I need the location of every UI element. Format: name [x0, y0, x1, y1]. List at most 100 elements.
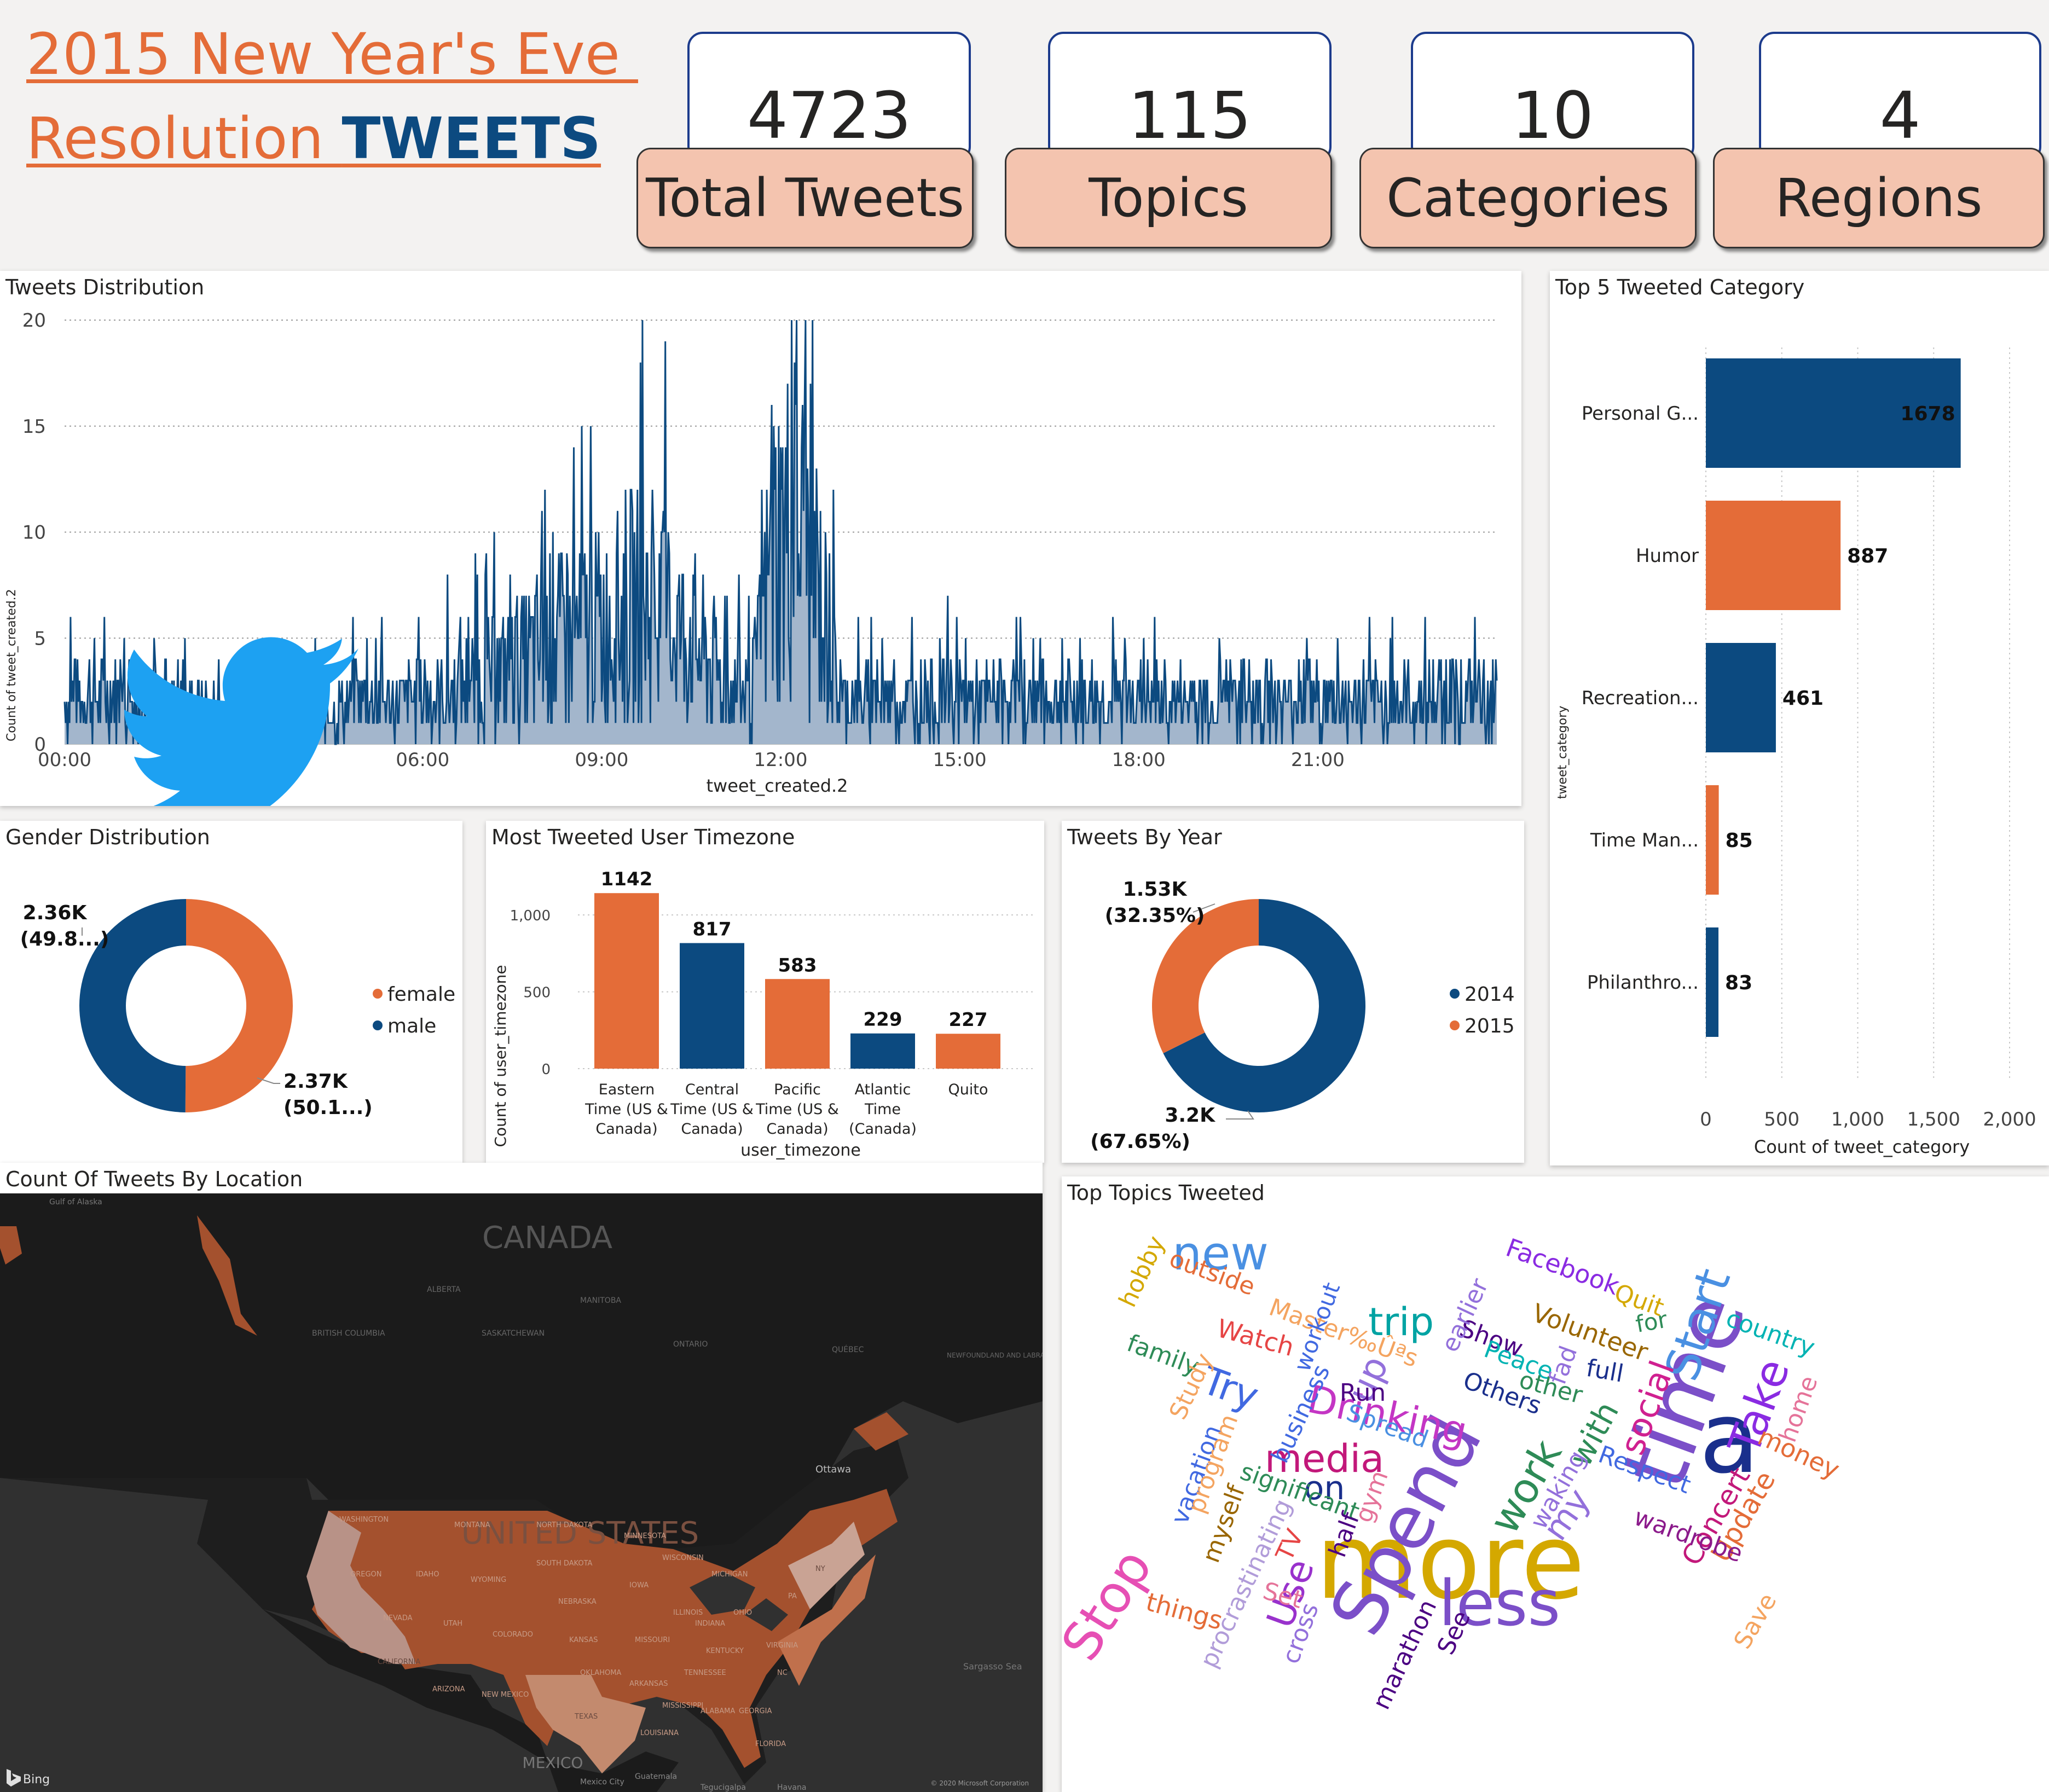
- category-bar[interactable]: [1706, 643, 1776, 752]
- topic-word[interactable]: hobby: [1114, 1232, 1171, 1311]
- bing-logo: Bing: [7, 1769, 50, 1787]
- legend-label[interactable]: 2014: [1465, 983, 1515, 1006]
- donut-slice[interactable]: [185, 899, 293, 1112]
- topic-word[interactable]: trip: [1368, 1300, 1434, 1344]
- label-carolina: NC: [777, 1669, 788, 1677]
- tweets-by-year-title: Tweets By Year: [1067, 825, 1222, 849]
- category-label: Time Man...: [1590, 830, 1699, 851]
- donut-slice[interactable]: [79, 899, 186, 1112]
- topic-word[interactable]: Run: [1340, 1379, 1386, 1407]
- category-value-label: 1678: [1900, 403, 1955, 425]
- tweets-by-year-panel[interactable]: Tweets By Year 3.2K (67.65%) 1.53K (32.35%)…: [1062, 821, 1524, 1163]
- legend-label[interactable]: male: [387, 1015, 436, 1037]
- timezone-bar[interactable]: [680, 943, 744, 1069]
- timezone-bar[interactable]: [765, 979, 830, 1069]
- label-bc: BRITISH COLUMBIA: [312, 1329, 385, 1338]
- topic-word[interactable]: Facebook: [1502, 1233, 1624, 1301]
- title-tweets-word: TWEETS: [342, 105, 601, 172]
- label-virginia: VIRGINIA: [766, 1642, 798, 1650]
- donut-value-label: 2.37K: [283, 1070, 348, 1093]
- label-colorado: COLORADO: [493, 1631, 533, 1639]
- mexico-landmass: [263, 1609, 679, 1792]
- donut-value-label: 1.53K: [1123, 878, 1188, 901]
- timezone-category-label: Canada): [595, 1121, 657, 1138]
- timezone-bar[interactable]: [850, 1033, 915, 1069]
- topic-word[interactable]: Save: [1728, 1588, 1782, 1654]
- label-wyoming: WYOMING: [471, 1576, 506, 1584]
- location-map-title: Count Of Tweets By Location: [0, 1163, 1043, 1196]
- distribution-x-tick: 09:00: [575, 749, 628, 771]
- timezone-value-label: 227: [949, 1009, 988, 1031]
- category-x-tick: 0: [1700, 1109, 1712, 1130]
- category-bar[interactable]: [1706, 501, 1841, 610]
- category-bar[interactable]: [1706, 358, 1961, 468]
- donut-slice[interactable]: [1163, 899, 1365, 1112]
- donut-value-label: 2.36K: [23, 902, 88, 924]
- kpi-label-topics: Topics: [1005, 148, 1332, 248]
- label-united-states: UNITED STATES: [461, 1516, 699, 1551]
- category-bar[interactable]: [1706, 785, 1719, 895]
- top5-category-panel[interactable]: Top 5 Tweeted Category Personal G... 1678…: [1550, 271, 2049, 1165]
- top-topics-panel[interactable]: Top Topics Tweeted more time a Spend less Sta…: [1062, 1176, 2049, 1792]
- gender-donut-chart: 2.37K (50.1...) 2.36K (49.8...) female male: [20, 899, 455, 1119]
- donut-percent-label: (49.8...): [20, 928, 109, 950]
- category-label: Recreation...: [1582, 687, 1699, 709]
- topic-word[interactable]: on: [1304, 1469, 1345, 1507]
- label-alberta: ALBERTA: [427, 1285, 461, 1294]
- label-nevada: NEVADA: [383, 1614, 413, 1622]
- label-manitoba: MANITOBA: [580, 1296, 621, 1305]
- label-gulf-of-alaska: Gulf of Alaska: [49, 1198, 102, 1207]
- label-montana: MONTANA: [454, 1521, 490, 1529]
- distribution-x-tick: 18:00: [1112, 749, 1166, 771]
- category-x-tick: 500: [1764, 1109, 1799, 1130]
- timezone-panel[interactable]: Most Tweeted User Timezone 0 500 1,000 114…: [486, 821, 1044, 1163]
- topic-word[interactable]: more: [1316, 1501, 1585, 1622]
- label-california: CALIFORNIA: [378, 1658, 420, 1666]
- label-iowa: IOWA: [629, 1581, 649, 1590]
- topic-word[interactable]: full: [1584, 1354, 1626, 1388]
- alaska-region: [0, 1226, 22, 1265]
- donut-leader-line: [1226, 1110, 1254, 1120]
- label-mexico: MEXICO: [523, 1754, 583, 1772]
- topic-word[interactable]: media: [1265, 1436, 1384, 1481]
- label-mississippi: MISSISSIPPI: [662, 1702, 703, 1710]
- timezone-value-label: 583: [778, 954, 817, 976]
- timezone-bar[interactable]: [594, 893, 659, 1069]
- label-wisconsin: WISCONSIN: [662, 1554, 704, 1562]
- topic-word[interactable]: things: [1143, 1587, 1225, 1636]
- timezone-bar[interactable]: [936, 1034, 1000, 1069]
- twitter-bird-icon: [124, 637, 358, 806]
- distribution-x-tick: 21:00: [1291, 749, 1345, 771]
- topic-word[interactable]: less: [1439, 1567, 1561, 1640]
- topic-word[interactable]: new: [1172, 1227, 1269, 1281]
- gender-distribution-panel[interactable]: Gender Distribution 2.37K (50.1...) 2.36K (…: [0, 821, 462, 1163]
- location-map-panel[interactable]: Count Of Tweets By Location CANADA UNITE…: [0, 1163, 1043, 1792]
- label-missouri: MISSOURI: [635, 1636, 670, 1644]
- maine-region: [854, 1412, 908, 1451]
- distribution-x-tick: 12:00: [754, 749, 808, 771]
- topic-word[interactable]: for: [1634, 1306, 1670, 1337]
- topic-word[interactable]: a: [1699, 1381, 1759, 1495]
- label-ny: NY: [815, 1565, 825, 1573]
- label-mexico-city: Mexico City: [580, 1778, 624, 1787]
- label-washington: WASHINGTON: [339, 1516, 389, 1524]
- label-indiana: INDIANA: [695, 1620, 725, 1628]
- legend-label[interactable]: female: [387, 983, 455, 1006]
- label-ontario: ONTARIO: [673, 1340, 708, 1349]
- legend-label[interactable]: 2015: [1465, 1015, 1515, 1037]
- timezone-x-axis-label: user_timezone: [740, 1141, 861, 1160]
- donut-percent-label: (32.35%): [1105, 904, 1205, 927]
- timezone-category-label: Quito: [948, 1081, 988, 1098]
- label-kansas: KANSAS: [569, 1636, 598, 1644]
- north-america-map[interactable]: CANADA UNITED STATES MEXICO ALBERTA BRIT…: [0, 1193, 1043, 1792]
- category-bar[interactable]: [1706, 927, 1719, 1037]
- timezone-category-label: Central: [685, 1081, 739, 1098]
- donut-slice[interactable]: [1152, 899, 1259, 1053]
- label-oregon: OREGON: [350, 1570, 382, 1579]
- category-label: Philanthro...: [1587, 972, 1699, 994]
- category-value-label: 887: [1847, 545, 1888, 567]
- legend-dot: [373, 989, 383, 999]
- kpi-card-total-tweets: 4723: [687, 32, 971, 162]
- label-new-mexico: NEW MEXICO: [482, 1691, 529, 1699]
